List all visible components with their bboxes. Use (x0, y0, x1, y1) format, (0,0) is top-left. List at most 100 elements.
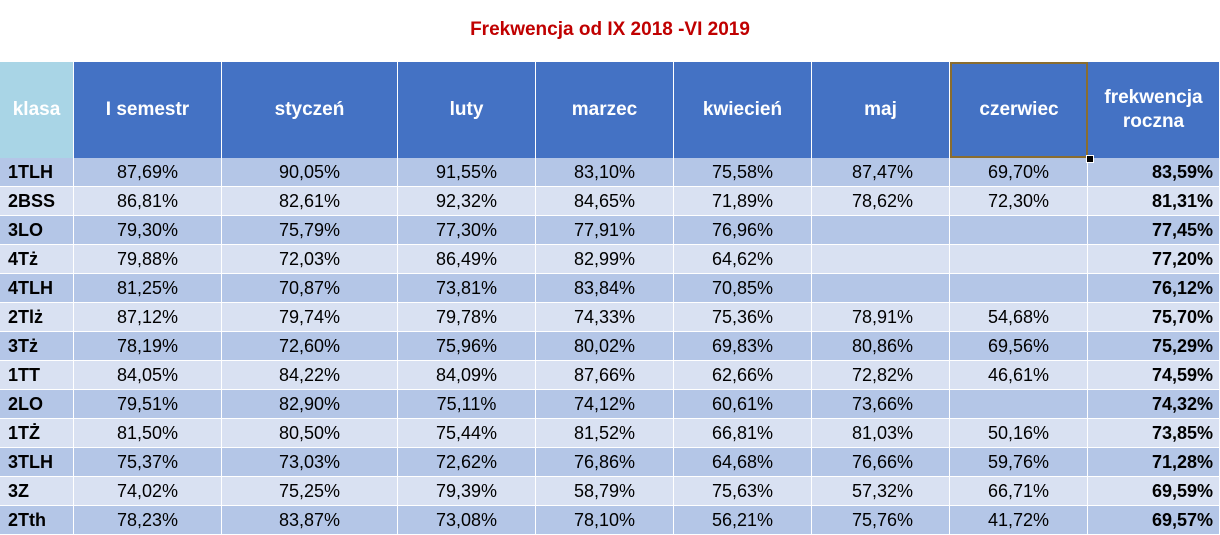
cell-maj[interactable]: 80,86% (812, 332, 950, 361)
cell-styczen[interactable]: 75,79% (222, 216, 398, 245)
cell-kwiecien[interactable]: 56,21% (674, 506, 812, 535)
cell-luty[interactable]: 73,08% (398, 506, 536, 535)
cell-styczen[interactable]: 83,87% (222, 506, 398, 535)
cell-luty[interactable]: 75,11% (398, 390, 536, 419)
cell-czerwiec[interactable]: 72,30% (950, 187, 1088, 216)
cell-maj[interactable] (812, 274, 950, 303)
cell-maj[interactable]: 78,62% (812, 187, 950, 216)
cell-luty[interactable]: 79,78% (398, 303, 536, 332)
cell-frekwencja-roczna[interactable]: 69,59% (1088, 477, 1220, 506)
cell-klasa[interactable]: 3LO (0, 216, 74, 245)
cell-czerwiec[interactable]: 54,68% (950, 303, 1088, 332)
cell-i-semestr[interactable]: 79,51% (74, 390, 222, 419)
cell-frekwencja-roczna[interactable]: 71,28% (1088, 448, 1220, 477)
cell-marzec[interactable]: 84,65% (536, 187, 674, 216)
cell-kwiecien[interactable]: 75,58% (674, 158, 812, 187)
cell-kwiecien[interactable]: 75,63% (674, 477, 812, 506)
cell-styczen[interactable]: 73,03% (222, 448, 398, 477)
cell-luty[interactable]: 73,81% (398, 274, 536, 303)
header-i-semestr[interactable]: I semestr (74, 62, 222, 158)
header-styczen[interactable]: styczeń (222, 62, 398, 158)
cell-maj[interactable]: 73,66% (812, 390, 950, 419)
cell-kwiecien[interactable]: 66,81% (674, 419, 812, 448)
cell-marzec[interactable]: 87,66% (536, 361, 674, 390)
cell-frekwencja-roczna[interactable]: 69,57% (1088, 506, 1220, 535)
cell-czerwiec[interactable] (950, 274, 1088, 303)
cell-styczen[interactable]: 84,22% (222, 361, 398, 390)
cell-i-semestr[interactable]: 81,25% (74, 274, 222, 303)
cell-maj[interactable]: 87,47% (812, 158, 950, 187)
cell-klasa[interactable]: 2Tlż (0, 303, 74, 332)
cell-marzec[interactable]: 58,79% (536, 477, 674, 506)
cell-luty[interactable]: 92,32% (398, 187, 536, 216)
cell-klasa[interactable]: 2Tth (0, 506, 74, 535)
cell-maj[interactable] (812, 216, 950, 245)
cell-kwiecien[interactable]: 71,89% (674, 187, 812, 216)
cell-maj[interactable]: 78,91% (812, 303, 950, 332)
cell-frekwencja-roczna[interactable]: 74,59% (1088, 361, 1220, 390)
cell-marzec[interactable]: 82,99% (536, 245, 674, 274)
cell-klasa[interactable]: 3TLH (0, 448, 74, 477)
cell-maj[interactable]: 57,32% (812, 477, 950, 506)
cell-kwiecien[interactable]: 76,96% (674, 216, 812, 245)
cell-styczen[interactable]: 82,90% (222, 390, 398, 419)
cell-klasa[interactable]: 3Z (0, 477, 74, 506)
cell-luty[interactable]: 75,44% (398, 419, 536, 448)
cell-styczen[interactable]: 90,05% (222, 158, 398, 187)
cell-styczen[interactable]: 75,25% (222, 477, 398, 506)
selection-fill-handle[interactable] (1086, 155, 1094, 163)
cell-czerwiec[interactable]: 50,16% (950, 419, 1088, 448)
cell-czerwiec[interactable] (950, 216, 1088, 245)
cell-frekwencja-roczna[interactable]: 77,45% (1088, 216, 1220, 245)
cell-frekwencja-roczna[interactable]: 75,70% (1088, 303, 1220, 332)
cell-marzec[interactable]: 74,33% (536, 303, 674, 332)
header-maj[interactable]: maj (812, 62, 950, 158)
cell-styczen[interactable]: 70,87% (222, 274, 398, 303)
cell-klasa[interactable]: 1TT (0, 361, 74, 390)
cell-i-semestr[interactable]: 79,30% (74, 216, 222, 245)
cell-frekwencja-roczna[interactable]: 73,85% (1088, 419, 1220, 448)
header-frekwencja-roczna[interactable]: frekwencja roczna (1088, 62, 1220, 158)
cell-styczen[interactable]: 72,60% (222, 332, 398, 361)
cell-frekwencja-roczna[interactable]: 77,20% (1088, 245, 1220, 274)
cell-i-semestr[interactable]: 78,23% (74, 506, 222, 535)
header-marzec[interactable]: marzec (536, 62, 674, 158)
cell-marzec[interactable]: 76,86% (536, 448, 674, 477)
cell-luty[interactable]: 86,49% (398, 245, 536, 274)
cell-i-semestr[interactable]: 81,50% (74, 419, 222, 448)
cell-i-semestr[interactable]: 75,37% (74, 448, 222, 477)
cell-kwiecien[interactable]: 69,83% (674, 332, 812, 361)
cell-i-semestr[interactable]: 79,88% (74, 245, 222, 274)
cell-marzec[interactable]: 74,12% (536, 390, 674, 419)
cell-frekwencja-roczna[interactable]: 74,32% (1088, 390, 1220, 419)
cell-kwiecien[interactable]: 75,36% (674, 303, 812, 332)
cell-klasa[interactable]: 4Tż (0, 245, 74, 274)
cell-czerwiec[interactable]: 66,71% (950, 477, 1088, 506)
cell-styczen[interactable]: 80,50% (222, 419, 398, 448)
cell-luty[interactable]: 91,55% (398, 158, 536, 187)
cell-marzec[interactable]: 83,10% (536, 158, 674, 187)
cell-maj[interactable]: 81,03% (812, 419, 950, 448)
header-klasa[interactable]: klasa (0, 62, 74, 158)
cell-styczen[interactable]: 82,61% (222, 187, 398, 216)
cell-i-semestr[interactable]: 87,12% (74, 303, 222, 332)
cell-i-semestr[interactable]: 87,69% (74, 158, 222, 187)
cell-i-semestr[interactable]: 84,05% (74, 361, 222, 390)
cell-i-semestr[interactable]: 74,02% (74, 477, 222, 506)
cell-frekwencja-roczna[interactable]: 83,59% (1088, 158, 1220, 187)
cell-marzec[interactable]: 81,52% (536, 419, 674, 448)
cell-czerwiec[interactable]: 59,76% (950, 448, 1088, 477)
cell-kwiecien[interactable]: 70,85% (674, 274, 812, 303)
cell-maj[interactable]: 75,76% (812, 506, 950, 535)
header-luty[interactable]: luty (398, 62, 536, 158)
cell-czerwiec[interactable]: 69,70% (950, 158, 1088, 187)
cell-marzec[interactable]: 80,02% (536, 332, 674, 361)
cell-luty[interactable]: 72,62% (398, 448, 536, 477)
cell-kwiecien[interactable]: 64,62% (674, 245, 812, 274)
cell-frekwencja-roczna[interactable]: 81,31% (1088, 187, 1220, 216)
cell-kwiecien[interactable]: 64,68% (674, 448, 812, 477)
cell-luty[interactable]: 84,09% (398, 361, 536, 390)
cell-marzec[interactable]: 77,91% (536, 216, 674, 245)
cell-klasa[interactable]: 1TŻ (0, 419, 74, 448)
header-czerwiec-selected[interactable]: czerwiec (950, 62, 1088, 158)
